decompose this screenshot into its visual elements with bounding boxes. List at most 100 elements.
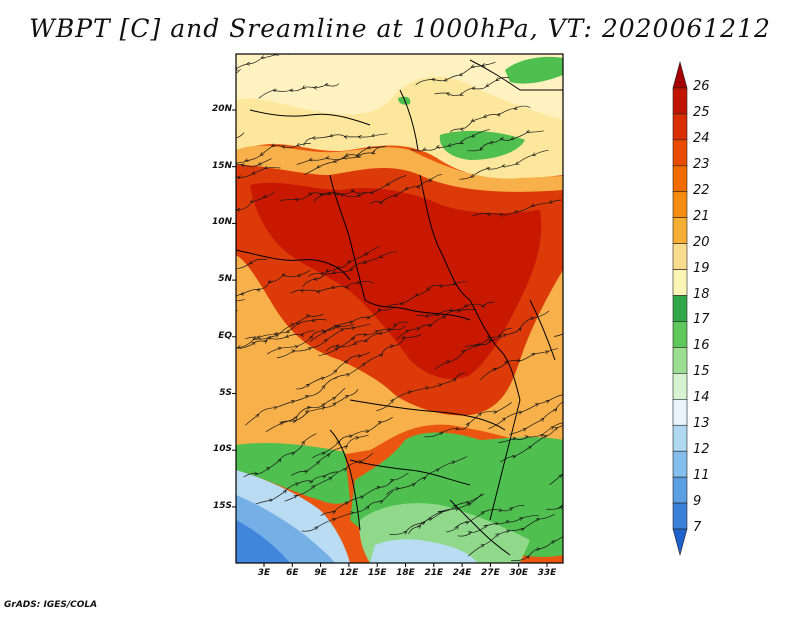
border-line bbox=[364, 299, 471, 321]
lat-label: 20N bbox=[211, 104, 232, 114]
streamline bbox=[236, 168, 281, 190]
border-line bbox=[469, 299, 521, 401]
streamline bbox=[236, 68, 241, 74]
lon-label: 9E bbox=[314, 568, 327, 578]
streamline bbox=[554, 333, 563, 337]
footer-credit: GrADS: IGES/COLA bbox=[4, 600, 98, 610]
latitude-ticks bbox=[232, 109, 236, 508]
streamline bbox=[511, 515, 563, 562]
border-line bbox=[349, 459, 471, 486]
lat-label: 15S bbox=[212, 500, 232, 511]
map-frame bbox=[235, 53, 564, 564]
border-line bbox=[469, 59, 563, 91]
colorbar-segment bbox=[672, 87, 688, 115]
colorbar-label: 20 bbox=[693, 234, 710, 250]
colorbar-segment bbox=[672, 113, 688, 141]
border-line bbox=[249, 109, 371, 126]
border-line bbox=[236, 249, 351, 281]
streamline bbox=[236, 191, 276, 227]
streamline bbox=[549, 432, 563, 486]
streamline bbox=[245, 377, 337, 426]
streamline bbox=[258, 84, 340, 99]
lon-label: 30E bbox=[509, 568, 529, 578]
colorbar-label: 16 bbox=[693, 338, 710, 354]
streamline bbox=[424, 402, 512, 438]
colorbar-label: 18 bbox=[693, 286, 710, 302]
streamline bbox=[376, 372, 466, 412]
colorbar-label: 12 bbox=[693, 442, 710, 458]
streamline bbox=[245, 319, 327, 340]
lon-label: 18E bbox=[396, 568, 415, 578]
region-blue-s bbox=[370, 539, 478, 563]
colorbar-label: 15 bbox=[693, 364, 710, 380]
border-line bbox=[449, 499, 511, 556]
colorbar-segment bbox=[672, 399, 688, 426]
streamline bbox=[280, 191, 367, 201]
lon-label: 27E bbox=[481, 568, 500, 578]
streamline bbox=[546, 460, 563, 509]
lon-label: 21E bbox=[424, 568, 444, 578]
streamline bbox=[236, 142, 311, 164]
colorbar-segment bbox=[672, 450, 688, 478]
colorbar-segment bbox=[672, 165, 688, 193]
border-line bbox=[329, 429, 361, 531]
colorbar-label: 24 bbox=[693, 130, 710, 146]
border-line bbox=[419, 174, 471, 301]
colorbar-segment bbox=[672, 347, 688, 374]
colorbar-label: 25 bbox=[693, 104, 710, 120]
colorbar-label: 21 bbox=[693, 208, 710, 224]
streamline bbox=[386, 456, 468, 495]
streamline bbox=[243, 433, 317, 478]
colorbar-label: 23 bbox=[693, 156, 710, 172]
streamline bbox=[387, 281, 467, 307]
streamline bbox=[488, 385, 563, 430]
streamline bbox=[450, 105, 531, 133]
streamline bbox=[332, 333, 422, 380]
lat-label: 15N bbox=[211, 160, 232, 171]
lon-label: 15E bbox=[367, 568, 387, 578]
lat-label: 5N bbox=[218, 274, 232, 285]
streamline bbox=[459, 149, 549, 180]
streamline bbox=[457, 515, 539, 537]
colorbar-segment bbox=[672, 295, 688, 322]
country-borders bbox=[236, 59, 563, 556]
streamline bbox=[472, 199, 562, 216]
streamline bbox=[467, 131, 544, 152]
streamline bbox=[434, 78, 510, 96]
colorbar-segment bbox=[672, 476, 688, 504]
border-line bbox=[529, 299, 556, 361]
lon-label: 33E bbox=[537, 568, 557, 578]
streamline bbox=[416, 301, 495, 316]
streamline bbox=[312, 417, 393, 459]
lat-label: EQ bbox=[218, 330, 232, 341]
colorbar-segment bbox=[672, 502, 688, 530]
colorbar-segment bbox=[672, 373, 688, 400]
border-line bbox=[329, 174, 366, 301]
border-line bbox=[399, 89, 419, 151]
colorbar-segment bbox=[672, 528, 688, 557]
chart-title: WBPT [C] and Sreamline at 1000hPa, VT: 2… bbox=[29, 14, 771, 43]
streamline bbox=[498, 414, 563, 443]
streamline bbox=[236, 270, 311, 297]
region-deepred bbox=[250, 182, 542, 380]
streamline bbox=[290, 281, 374, 294]
streamline bbox=[446, 504, 525, 533]
streamlines bbox=[236, 54, 563, 562]
streamline bbox=[236, 132, 245, 139]
region-deepblue bbox=[236, 520, 290, 563]
streamline bbox=[296, 146, 385, 165]
streamline bbox=[236, 258, 268, 292]
colorbar-label: 17 bbox=[693, 312, 710, 328]
lon-label: 6E bbox=[286, 568, 299, 578]
colorbar bbox=[672, 60, 688, 557]
border-line bbox=[489, 399, 521, 521]
lon-label: 3E bbox=[257, 568, 271, 578]
colorbar-label: 11 bbox=[693, 468, 710, 484]
streamline bbox=[284, 452, 374, 502]
colorbar-label: 19 bbox=[693, 260, 710, 276]
streamline bbox=[415, 61, 496, 86]
streamline bbox=[307, 251, 397, 277]
colorbar-segment bbox=[672, 243, 688, 270]
lon-label: 24E bbox=[452, 568, 472, 578]
